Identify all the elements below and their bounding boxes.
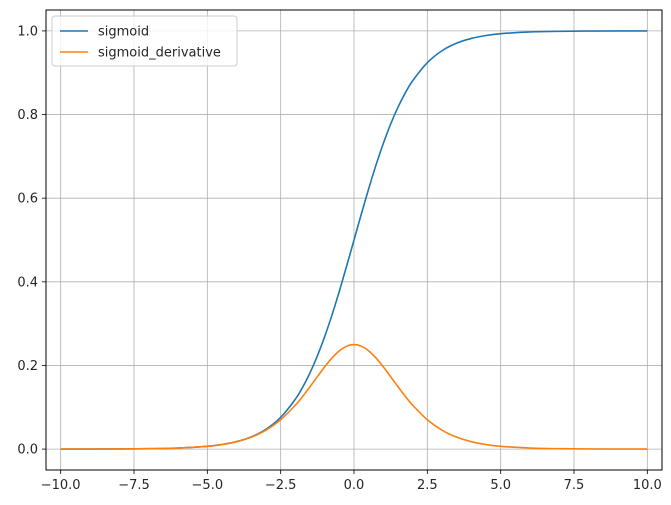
x-axis: −10.0 −7.5 −5.0 −2.5 0.0 2.5 5.0 7.5 10.0 bbox=[41, 470, 662, 493]
x-tick-label: 0.0 bbox=[344, 478, 365, 493]
y-tick-label: 1.0 bbox=[17, 24, 38, 39]
x-tick-label: −10.0 bbox=[41, 478, 81, 493]
x-tick-label: −2.5 bbox=[265, 478, 297, 493]
x-tick-label: 2.5 bbox=[417, 478, 438, 493]
plot-area: −10.0 −7.5 −5.0 −2.5 0.0 2.5 5.0 7.5 10.0 0.0 0.2… bbox=[17, 9, 663, 493]
y-tick-label: 0.2 bbox=[17, 359, 38, 374]
y-tick-label: 0.0 bbox=[17, 443, 38, 458]
series-layer bbox=[60, 30, 648, 450]
x-tick-label: 10.0 bbox=[633, 478, 662, 493]
x-tick-label: −7.5 bbox=[118, 478, 150, 493]
legend: sigmoid sigmoid_derivative bbox=[51, 15, 238, 67]
legend-label: sigmoid_derivative bbox=[98, 46, 221, 61]
series-line-sigmoid-derivative bbox=[60, 343, 648, 450]
legend-label: sigmoid bbox=[98, 25, 149, 40]
y-axis: 0.0 0.2 0.4 0.6 0.8 1.0 bbox=[17, 24, 46, 458]
legend-box bbox=[51, 15, 238, 67]
x-tick-label: 5.0 bbox=[490, 478, 511, 493]
y-tick-label: 0.6 bbox=[17, 192, 38, 207]
grid bbox=[46, 10, 662, 470]
x-tick-label: −5.0 bbox=[192, 478, 224, 493]
y-tick-label: 0.8 bbox=[17, 108, 38, 123]
x-tick-label: 7.5 bbox=[564, 478, 585, 493]
y-tick-label: 0.4 bbox=[17, 275, 38, 290]
